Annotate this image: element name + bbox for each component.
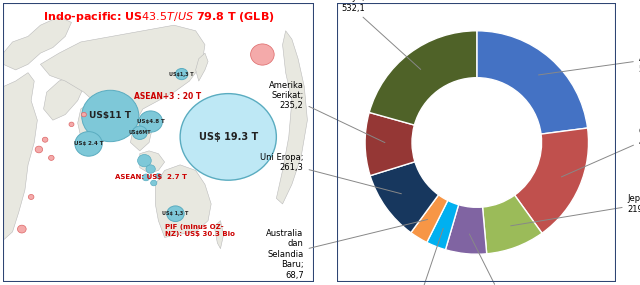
Circle shape	[69, 122, 74, 127]
Text: US$1,3 T: US$1,3 T	[170, 72, 194, 77]
Wedge shape	[477, 31, 588, 134]
Wedge shape	[411, 195, 448, 243]
Circle shape	[139, 111, 163, 132]
Text: Indo-pacific: US$ 43.5 T / US$ 79.8 T (GLB): Indo-pacific: US$ 43.5 T / US$ 79.8 T (G…	[43, 10, 274, 24]
Circle shape	[42, 137, 48, 142]
Text: Jepang;
219: Jepang; 219	[511, 194, 640, 226]
Text: Australia
dan
Selandia
Baru;
68,7: Australia dan Selandia Baru; 68,7	[266, 219, 428, 280]
Circle shape	[180, 94, 276, 180]
Circle shape	[138, 154, 151, 167]
Circle shape	[75, 132, 102, 156]
Text: US$6MT: US$6MT	[129, 130, 151, 135]
Circle shape	[251, 44, 274, 65]
Circle shape	[49, 155, 54, 160]
Text: China;
441,6: China; 441,6	[561, 127, 640, 177]
Wedge shape	[515, 128, 589, 233]
Circle shape	[167, 206, 184, 221]
Text: Uni Eropa;
261,3: Uni Eropa; 261,3	[260, 153, 401, 194]
Wedge shape	[365, 113, 415, 176]
Text: US$11 T: US$11 T	[90, 111, 131, 121]
Circle shape	[156, 174, 161, 178]
Text: Intra-
ASEAN;
590,4: Intra- ASEAN; 590,4	[538, 44, 640, 75]
Circle shape	[81, 112, 86, 117]
Circle shape	[142, 174, 150, 181]
Text: ASEAN+3 : 20 T: ASEAN+3 : 20 T	[134, 92, 201, 101]
Circle shape	[35, 146, 43, 153]
Wedge shape	[369, 31, 477, 125]
Circle shape	[82, 90, 139, 142]
Circle shape	[28, 194, 34, 199]
Circle shape	[175, 68, 188, 80]
Text: US$ 19.3 T: US$ 19.3 T	[198, 132, 258, 142]
Text: ASEAN: US$  2.7 T: ASEAN: US$ 2.7 T	[115, 174, 187, 180]
Text: Amerika
Serikat;
235,2: Amerika Serikat; 235,2	[269, 81, 385, 142]
Text: PIF (minus OZ-
NZ): US$ 30.3 Bio: PIF (minus OZ- NZ): US$ 30.3 Bio	[164, 224, 234, 237]
Circle shape	[132, 126, 147, 139]
Wedge shape	[370, 162, 438, 233]
Wedge shape	[427, 200, 459, 250]
Text: Korea
Selatan;
153: Korea Selatan; 153	[469, 234, 522, 285]
Circle shape	[146, 165, 156, 173]
Wedge shape	[445, 205, 487, 254]
Circle shape	[150, 180, 157, 186]
Text: US$4.8 T: US$4.8 T	[137, 119, 164, 124]
Circle shape	[17, 225, 26, 233]
Text: US$ 1,3 T: US$ 1,3 T	[163, 211, 189, 216]
Text: India;
73,6: India; 73,6	[407, 228, 444, 285]
Text: Lainnya;
532,1: Lainnya; 532,1	[330, 0, 420, 70]
Text: US$ 2.4 T: US$ 2.4 T	[74, 141, 103, 146]
Wedge shape	[483, 195, 542, 254]
